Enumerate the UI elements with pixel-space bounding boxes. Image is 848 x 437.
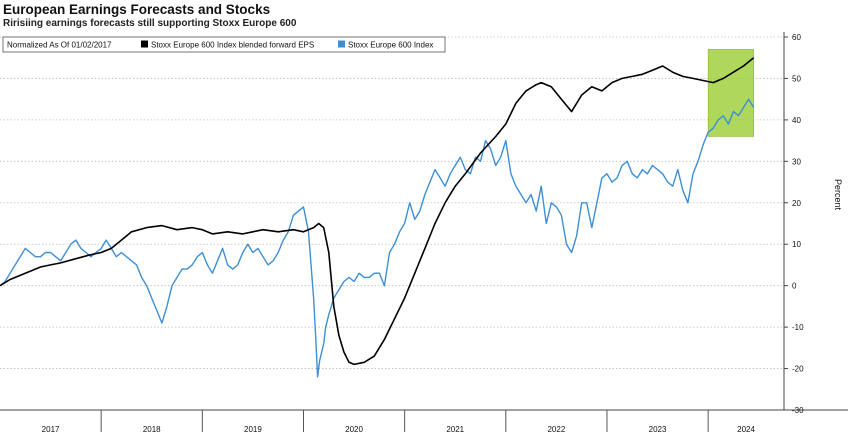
grid-lines	[0, 36, 784, 411]
series-lines	[0, 57, 755, 378]
xtick-label-2023: 2023	[649, 425, 667, 434]
xtick-label-2022: 2022	[547, 425, 565, 434]
ytick-label-4: 20	[792, 199, 801, 208]
legend-header: Normalized As Of 01/02/2017	[7, 41, 112, 50]
ytick-label-5: 10	[792, 240, 801, 249]
legend-swatch-index	[338, 40, 345, 48]
xtick-label-2020: 2020	[345, 425, 363, 434]
xtick-label-2019: 2019	[244, 425, 262, 434]
xtick-label-2018: 2018	[143, 425, 161, 434]
legend: Normalized As Of 01/02/2017 Stoxx Europe…	[2, 36, 446, 53]
y-axis-label: Percent	[833, 179, 843, 211]
ytick-label-9: -30	[792, 406, 804, 415]
ytick-label-7: -10	[792, 323, 804, 332]
ytick-label-0: 60	[792, 33, 801, 42]
y-axis-ticks: 60 50 40 30 20 10 0 -10 -20 -30	[784, 33, 804, 415]
legend-box	[2, 36, 446, 53]
ytick-label-3: 30	[792, 157, 801, 166]
legend-swatch-eps	[141, 40, 148, 48]
chart-title: European Earnings Forecasts and Stocks	[3, 2, 271, 17]
xtick-label-2021: 2021	[446, 425, 464, 434]
xtick-label-2017: 2017	[42, 425, 60, 434]
ytick-label-1: 50	[792, 74, 801, 83]
legend-label-eps: Stoxx Europe 600 Index blended forward E…	[151, 41, 314, 50]
ytick-label-2: 40	[792, 116, 801, 125]
chart-subtitle: Ririsiing earnings forecasts still suppo…	[3, 18, 297, 29]
ytick-label-8: -20	[792, 365, 804, 374]
x-axis-ticks: 2017 2018 2019 2020 2021 2022 2023 2024	[42, 410, 756, 434]
xtick-label-2024: 2024	[737, 425, 755, 434]
legend-label-index: Stoxx Europe 600 Index	[348, 41, 433, 50]
ytick-label-6: 0	[792, 282, 797, 291]
series-line-eps	[0, 57, 755, 366]
series-line-index	[0, 98, 755, 378]
